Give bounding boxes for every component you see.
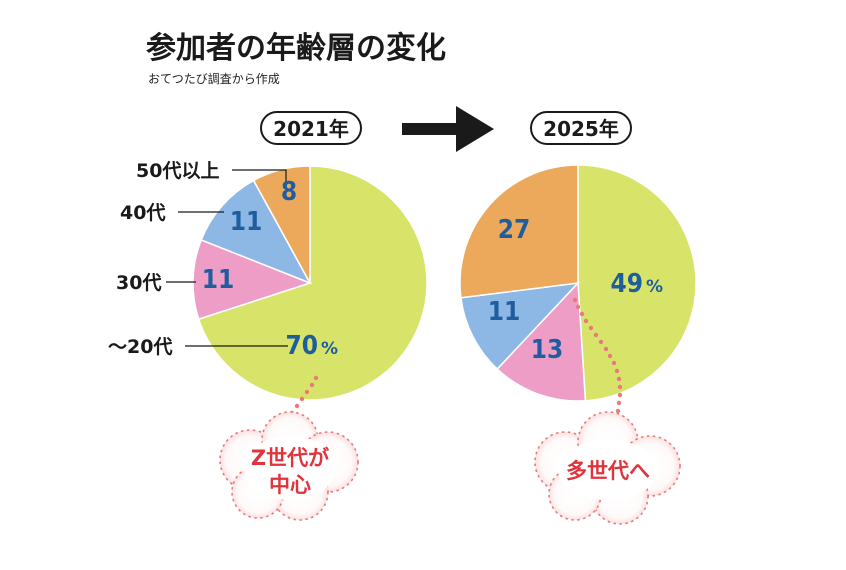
age-label-40s: 40代 (120, 202, 165, 224)
callout-text-2021-line1: Z世代が (251, 446, 329, 470)
chart-title: 参加者の年齢層の変化 (146, 31, 446, 66)
unit-label-2025: % (646, 277, 663, 297)
arrow-right-icon (402, 106, 494, 152)
value-labels: 70 % 11 11 8 49 % 13 11 27 (202, 177, 663, 365)
age-label-30s: 30代 (116, 272, 161, 294)
age-label-20s: 〜20代 (108, 336, 172, 358)
unit-label-2021: % (321, 339, 338, 359)
value-label-2021-forties: 11 (230, 207, 263, 237)
chart-subtitle: おてつたび調査から作成 (148, 72, 280, 86)
callout-text-2025: 多世代へ (566, 459, 650, 483)
value-label-2025-under20: 49 (610, 269, 643, 299)
year-label-2021: 2021年 (273, 117, 349, 141)
pie-slice-2025-fifties-plus (459, 164, 579, 299)
age-label-50plus: 50代以上 (136, 160, 219, 182)
callout-cloud-2025: 多世代へ (534, 411, 681, 525)
callout-cloud-2021: Z世代が 中心 (219, 411, 359, 521)
leader-lines (166, 169, 288, 347)
callout-dots (289, 297, 623, 416)
year-badge-2021: 2021年 (260, 111, 362, 145)
year-label-2025: 2025年 (543, 117, 619, 141)
year-badge-2025: 2025年 (530, 111, 632, 145)
pie-slice-2021-under20 (197, 165, 428, 401)
callout-text-2021-line2: 中心 (269, 473, 311, 497)
pie-2025 (459, 164, 697, 402)
value-label-2025-thirties: 13 (531, 335, 564, 365)
pie-slice-2025-forties (460, 281, 580, 371)
value-label-2021-thirties: 11 (202, 265, 235, 295)
value-label-2025-forties: 11 (488, 297, 521, 327)
pie-2021 (192, 165, 428, 401)
pie-slice-2025-thirties (496, 281, 587, 402)
pie-slice-2021-forties (200, 179, 312, 285)
value-label-2025-fifties-plus: 27 (498, 215, 531, 245)
pie-slice-2021-thirties (192, 238, 313, 321)
value-label-2021-fifties-plus: 8 (281, 177, 297, 207)
value-label-2021-under20: 70 (285, 331, 318, 361)
pie-slice-2025-under20 (577, 164, 697, 402)
